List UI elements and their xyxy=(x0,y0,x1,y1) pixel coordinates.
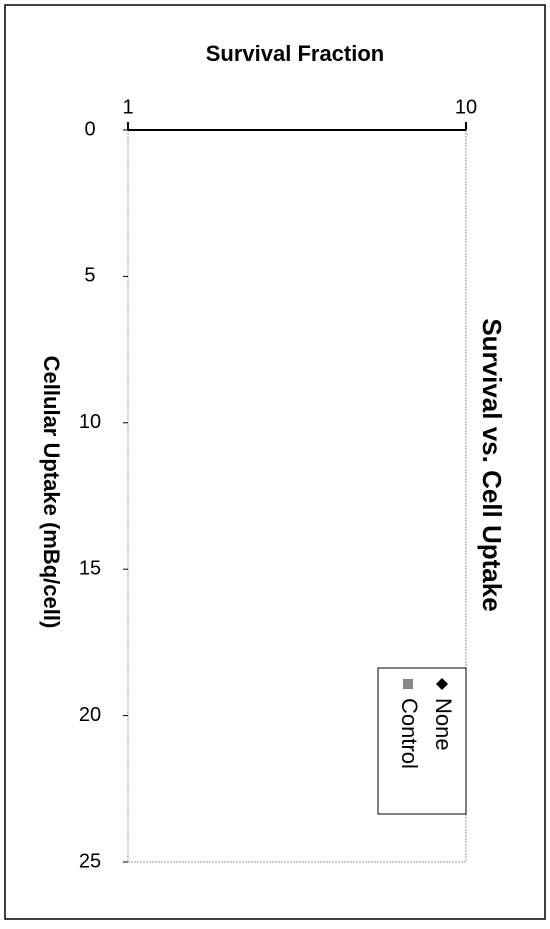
x-axis-title: Cellular Uptake (mBq/cell) xyxy=(39,356,64,629)
legend-box xyxy=(377,667,467,815)
x-tick-label: 25 xyxy=(79,850,101,872)
x-tick-label: 0 xyxy=(84,118,95,140)
x-tick-label: 10 xyxy=(79,411,101,433)
x-tick-label: 20 xyxy=(79,704,101,726)
x-tick-label: 5 xyxy=(84,265,95,287)
legend-marker xyxy=(436,678,448,690)
legend-marker xyxy=(403,679,413,689)
chart-border xyxy=(4,4,546,920)
y-tick-label: 10 xyxy=(455,96,477,118)
rotated-chart: Survival vs. Cell Uptake Cellular Uptake… xyxy=(39,96,507,872)
y-axis-title: Survival Fraction xyxy=(206,41,385,66)
legend-label: None xyxy=(431,698,456,751)
x-tick-label: 15 xyxy=(79,557,101,579)
y-tick-label: 1 xyxy=(122,96,133,118)
chart-title: Survival vs. Cell Uptake xyxy=(477,318,507,611)
legend-label: Control xyxy=(397,698,422,769)
